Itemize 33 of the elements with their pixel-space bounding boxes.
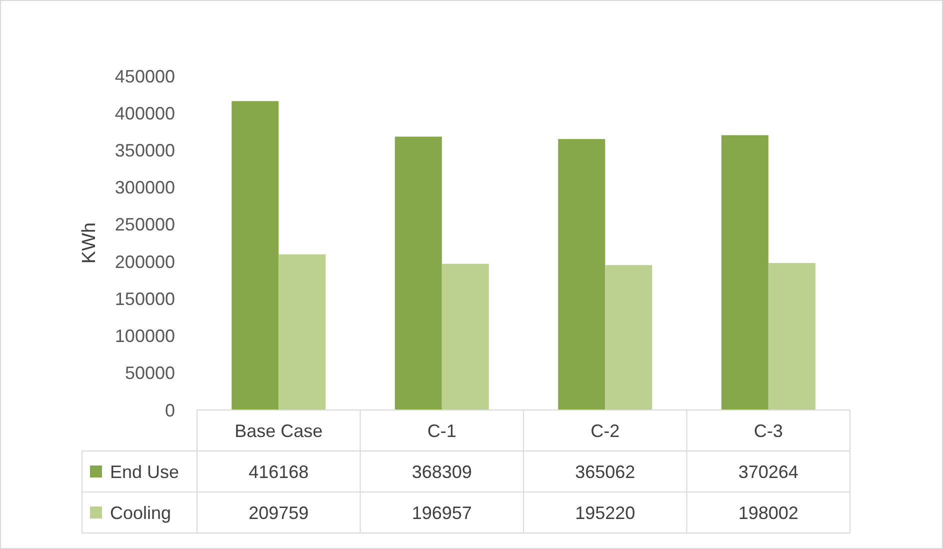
bar	[605, 265, 652, 410]
data-label: 365062	[575, 462, 636, 482]
data-label: 196957	[412, 502, 472, 523]
data-label: 198002	[738, 502, 798, 523]
legend-label: End Use	[110, 462, 180, 482]
data-label: 209759	[248, 502, 309, 523]
x-tick-label: C-2	[590, 420, 620, 441]
x-tick-label: C-3	[754, 420, 783, 441]
y-tick-label: 0	[164, 400, 175, 420]
x-tick-label: C-1	[427, 420, 456, 441]
bar	[721, 135, 768, 410]
bar	[394, 136, 442, 410]
y-tick-label: 300000	[114, 178, 175, 198]
y-tick-label: 150000	[114, 288, 175, 309]
data-label: 195220	[575, 502, 636, 523]
y-tick-label: 400000	[114, 103, 175, 124]
bar	[558, 139, 606, 410]
bar	[278, 254, 326, 410]
bar	[442, 264, 489, 410]
y-tick-label: 200000	[114, 252, 175, 272]
y-tick-label: 50000	[124, 363, 175, 384]
data-label: 368309	[412, 462, 472, 482]
bar	[768, 263, 816, 410]
data-label: 370264	[738, 462, 798, 482]
y-tick-label: 450000	[114, 66, 175, 86]
bar	[232, 101, 279, 410]
y-tick-label: 250000	[114, 214, 175, 235]
data-label: 416168	[248, 462, 309, 482]
y-axis-title: KWh	[79, 222, 100, 264]
y-tick-label: 100000	[114, 326, 175, 346]
x-tick-label: Base Case	[234, 420, 323, 441]
legend-label: Cooling	[110, 502, 172, 523]
y-tick-label: 350000	[114, 140, 175, 161]
